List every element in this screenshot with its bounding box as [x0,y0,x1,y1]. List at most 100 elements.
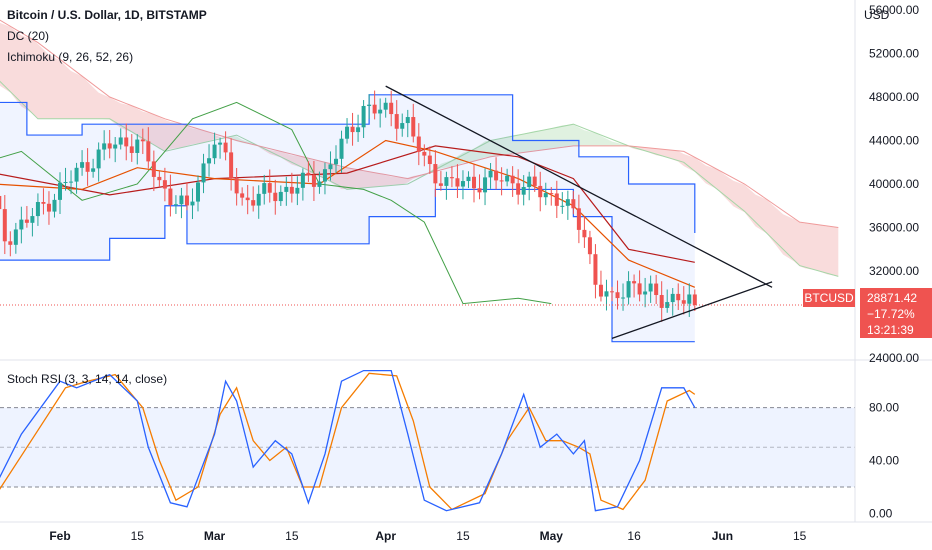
candle [234,168,239,206]
candle-body [521,187,526,195]
candle [615,280,620,310]
ichimoku-legend[interactable]: Ichimoku (9, 26, 52, 26) [7,50,134,64]
candle-body [565,199,570,206]
candle [229,138,234,191]
candle [2,195,7,255]
candle [648,275,653,303]
candle [383,97,388,118]
candle-body [0,195,2,210]
candle [571,190,576,215]
candle-body [184,195,189,206]
kumo-fill [628,146,839,277]
candle-body [488,170,493,178]
candle [582,217,587,248]
candle [670,288,675,316]
candle [350,112,355,146]
candle [212,132,217,165]
candle-body [532,176,537,186]
candle-body [665,302,670,308]
candle [256,185,261,219]
candle-body [190,201,195,206]
candle-body [179,195,184,205]
candle [140,128,145,155]
candle [69,170,74,195]
candle-body [30,216,35,223]
candle [345,118,350,144]
candle-body [427,155,432,165]
candle-body [621,297,626,299]
candle [598,270,603,302]
candle-body [587,237,592,255]
rsi-tick-label: 80.00 [869,401,899,415]
candle-body [69,181,74,183]
candle [339,130,344,173]
candle [129,134,134,162]
candle-body [52,199,57,212]
candle-body [306,172,311,175]
candle [80,150,85,176]
candle [427,146,432,174]
rsi-tick-label: 0.00 [869,506,893,520]
candle [538,171,543,212]
chart-title[interactable]: Bitcoin / U.S. Dollar, 1D, BITSTAMP [7,8,207,22]
candle [632,274,637,298]
candle-body [300,172,305,188]
price-candles[interactable] [0,90,855,322]
candle-body [460,181,465,187]
candle-body [289,186,294,194]
candle [367,94,372,120]
symbol-tag: BTCUSD [803,289,855,307]
candle-body [527,176,532,188]
candle-body [411,117,416,137]
candle-body [80,162,85,168]
candle [610,286,614,302]
candle-body [234,178,239,194]
time-tick-label: Jun [712,529,733,543]
trendlines[interactable] [385,85,773,340]
candle [322,162,327,195]
candle [361,100,366,139]
candle-body [317,181,322,187]
candle [692,289,697,311]
candle [416,123,421,166]
candle-body [433,164,438,184]
candle [472,164,476,203]
candle [124,123,129,161]
candle-body [626,281,631,298]
last-price: 28871.42 [867,291,918,305]
candle [262,174,267,205]
price-tick-label: 52000.00 [869,47,919,61]
candle-body [8,241,13,245]
candle [278,185,283,206]
donchian-legend[interactable]: DC (20) [7,29,50,43]
candle [405,109,410,138]
candle-body [24,219,29,223]
stoch-rsi-pane [0,369,855,512]
candle-body [157,176,162,181]
candle-body [483,177,488,193]
bar-countdown: 13:21:39 [867,323,914,337]
currency-label[interactable]: USD [864,8,890,22]
candle [85,148,90,186]
candle [151,150,156,192]
candle-body [554,193,559,206]
donchian-lower [0,188,695,343]
rsi-tick-label: 40.00 [869,454,899,468]
candle-body [124,137,129,147]
candle [267,169,272,203]
price-tick-label: 44000.00 [869,134,919,148]
candle-body [455,178,460,187]
time-tick-label: 16 [627,529,641,543]
stoch-rsi-legend[interactable]: Stoch RSI (3, 3, 14, 14, close) [7,372,168,386]
candle [665,289,670,313]
time-tick-label: 15 [285,529,299,543]
candle-body [681,300,686,304]
candle-body [207,158,212,164]
candle [8,231,13,257]
candle [521,175,526,206]
candle [19,206,24,244]
candle-body [643,291,648,295]
candle-body [356,127,361,133]
